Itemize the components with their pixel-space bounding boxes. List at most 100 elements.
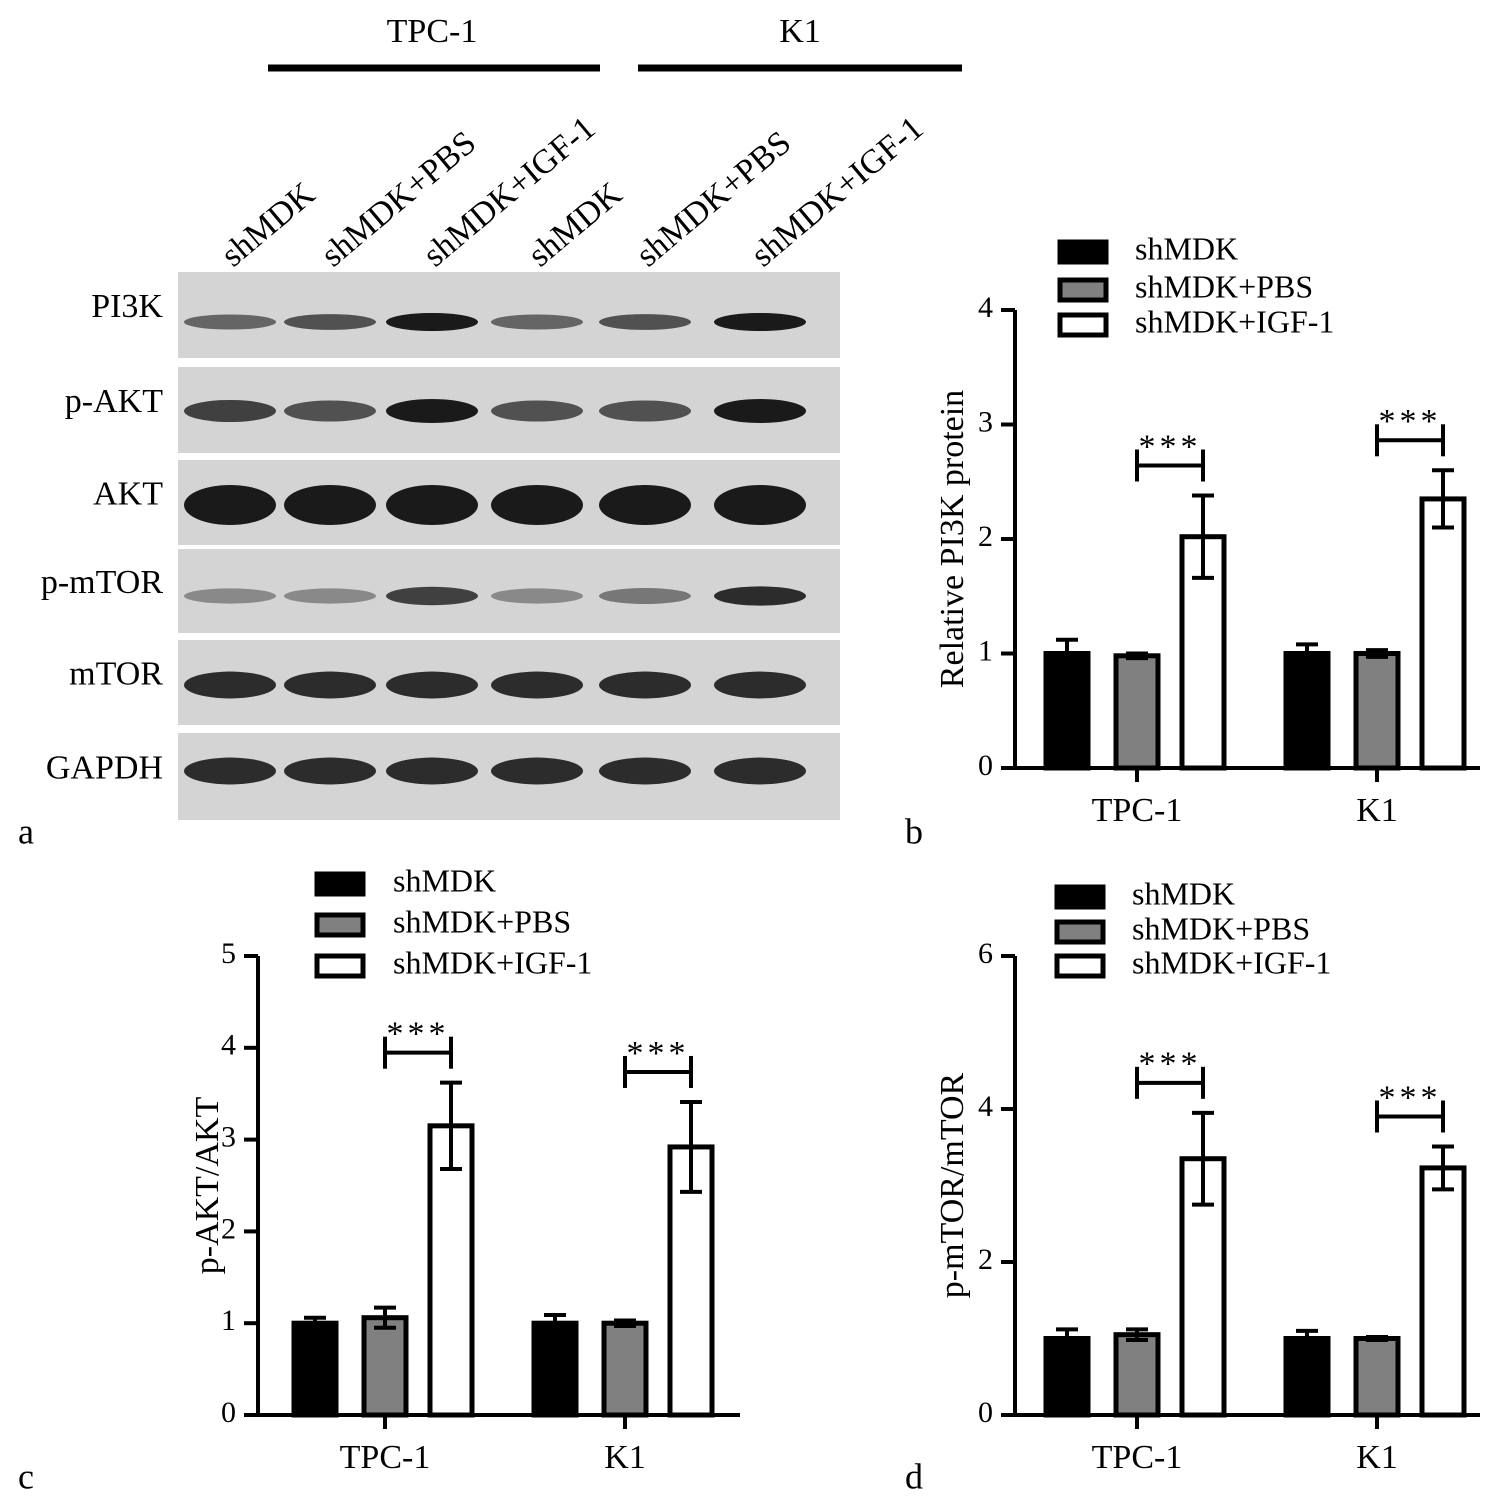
- bar: [1353, 1336, 1401, 1418]
- legend-swatch: [1054, 884, 1106, 910]
- significance-label: ***: [387, 1015, 450, 1052]
- significance-label: ***: [1139, 428, 1202, 465]
- legend-swatch: [314, 953, 366, 979]
- error-bar: [1192, 1110, 1214, 1207]
- legend-swatch: [1057, 312, 1109, 338]
- blot-band: [599, 485, 691, 525]
- row-label: PI3K: [91, 288, 163, 325]
- y-axis-label: p-AKT/AKT: [189, 1097, 226, 1275]
- blot-band: [184, 399, 276, 423]
- error-bar: [304, 1315, 326, 1331]
- blot-band: [386, 757, 478, 785]
- y-tick-label: 2: [978, 520, 993, 553]
- blot-band: [491, 671, 583, 699]
- row-label: mTOR: [69, 655, 163, 692]
- y-axis-label: Relative PI3K protein: [934, 390, 971, 688]
- significance-label: ***: [1139, 1046, 1202, 1083]
- error-bar: [1126, 1327, 1148, 1343]
- legend-label: shMDK+IGF-1: [1132, 944, 1331, 980]
- blot-membrane: [178, 272, 840, 358]
- bar: [601, 1320, 649, 1418]
- error-bar: [1432, 468, 1454, 530]
- blot-band: [184, 314, 276, 330]
- x-tick-label: K1: [1356, 1439, 1398, 1476]
- bar: [1043, 1336, 1091, 1418]
- bar: [1283, 1336, 1331, 1418]
- blot-band: [284, 757, 376, 785]
- legend-swatch: [1057, 239, 1109, 265]
- bar: [1353, 651, 1401, 771]
- legend-label: shMDK+PBS: [1132, 910, 1310, 946]
- blot-band: [284, 588, 376, 604]
- legend-label: shMDK+PBS: [393, 903, 571, 939]
- error-bar: [1056, 1327, 1078, 1350]
- error-bar: [1296, 642, 1318, 665]
- blot-band: [491, 400, 583, 422]
- legend-swatch: [1054, 919, 1106, 945]
- legend-label: shMDK: [393, 862, 496, 898]
- y-tick-label: 0: [978, 749, 993, 782]
- panel-label: b: [905, 811, 923, 851]
- error-bar: [1192, 493, 1214, 580]
- y-tick-label: 1: [978, 634, 993, 667]
- legend-swatch: [1054, 953, 1106, 979]
- legend-swatch: [314, 912, 366, 938]
- legend-label: shMDK: [1135, 230, 1238, 266]
- y-tick-label: 0: [221, 1396, 236, 1429]
- y-tick-label: 1: [221, 1304, 236, 1337]
- significance-label: ***: [1379, 1079, 1442, 1116]
- significance-label: ***: [1379, 403, 1442, 440]
- group-label: TPC-1: [387, 13, 478, 50]
- blot-band: [599, 400, 691, 422]
- blot-band: [184, 757, 276, 785]
- bar: [1113, 1332, 1161, 1418]
- blot-band: [599, 757, 691, 785]
- blot-band: [284, 314, 376, 330]
- blot-band: [386, 399, 478, 423]
- bar: [531, 1320, 579, 1418]
- error-bar: [1366, 648, 1388, 659]
- legend-swatch: [314, 871, 366, 897]
- row-label: p-AKT: [65, 383, 163, 420]
- legend-label: shMDK+IGF-1: [393, 944, 592, 980]
- legend-label: shMDK: [1132, 875, 1235, 911]
- blot-band: [491, 757, 583, 785]
- blot-band: [386, 586, 478, 606]
- significance-label: ***: [627, 1035, 690, 1072]
- bar: [1179, 1156, 1227, 1418]
- blot-band: [184, 671, 276, 699]
- blot-band: [714, 671, 806, 699]
- blot-band: [184, 588, 276, 604]
- bar: [1113, 653, 1161, 771]
- blot-band: [491, 314, 583, 330]
- error-bar: [680, 1099, 702, 1194]
- error-bar: [440, 1080, 462, 1171]
- bar: [361, 1315, 409, 1418]
- x-tick-label: K1: [604, 1439, 646, 1476]
- y-tick-label: 4: [978, 291, 993, 324]
- row-label: AKT: [93, 475, 163, 512]
- bar: [1283, 651, 1331, 771]
- blot-band: [386, 485, 478, 525]
- blot-band: [491, 485, 583, 525]
- x-tick-label: K1: [1356, 792, 1398, 829]
- blot-band: [599, 588, 691, 604]
- error-bar: [1432, 1144, 1454, 1192]
- error-bar: [614, 1318, 636, 1328]
- blot-band: [714, 399, 806, 423]
- y-tick-label: 3: [978, 405, 993, 438]
- error-bar: [1126, 651, 1148, 661]
- error-bar: [1296, 1328, 1318, 1349]
- x-tick-label: TPC-1: [340, 1439, 431, 1476]
- y-tick-label: 4: [978, 1090, 993, 1123]
- blot-band: [491, 588, 583, 604]
- panel-label: c: [18, 1456, 34, 1496]
- y-tick-label: 5: [221, 937, 236, 970]
- error-bar: [1056, 637, 1078, 670]
- y-tick-label: 4: [221, 1029, 236, 1062]
- x-tick-label: TPC-1: [1092, 1439, 1183, 1476]
- blot-band: [714, 313, 806, 331]
- blot-band: [284, 671, 376, 699]
- blot-band: [599, 314, 691, 330]
